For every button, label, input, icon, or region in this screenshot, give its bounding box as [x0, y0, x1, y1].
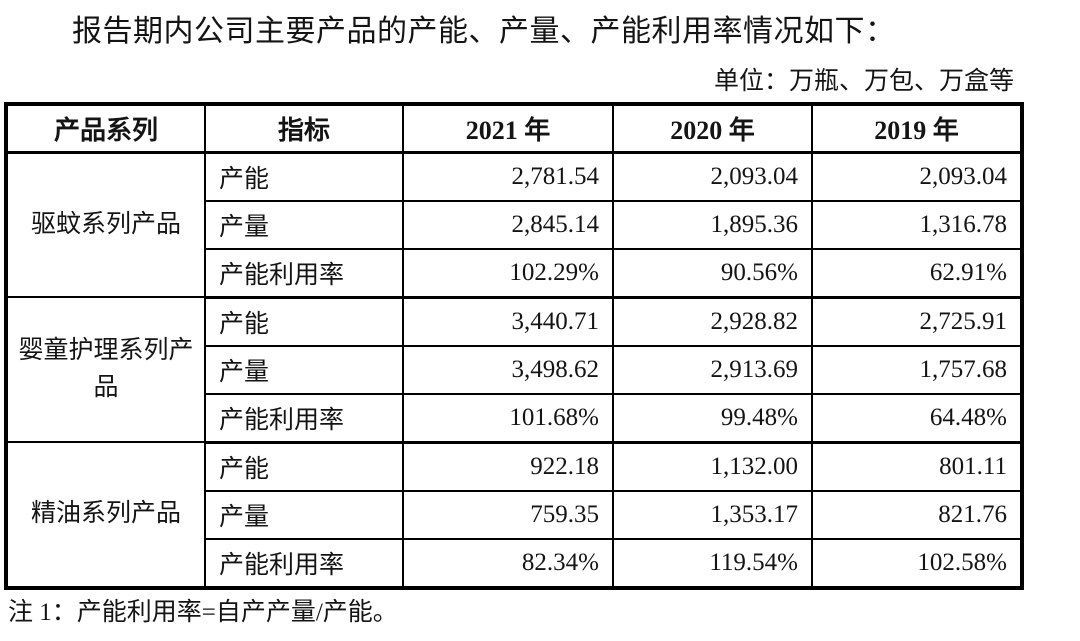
value-cell-2019: 2,093.04	[811, 151, 1023, 202]
indicator-cell: 产量	[204, 344, 404, 395]
table-row: 产能利用率 102.29% 90.56% 62.91%	[6, 247, 1023, 299]
col-header-2020: 2020 年	[612, 102, 813, 154]
value-cell-2019: 821.76	[811, 489, 1023, 540]
product-cell-mosquito-series: 驱蚊系列产品	[5, 151, 206, 298]
value-cell-2021: 82.34%	[402, 537, 614, 589]
value-cell-2021: 3,440.71	[402, 296, 614, 347]
col-header-2021: 2021 年	[402, 102, 614, 154]
col-header-product-series: 产品系列	[5, 102, 206, 154]
value-cell-2020: 119.54%	[612, 537, 813, 589]
value-cell-2019: 64.48%	[811, 392, 1023, 444]
table-row: 产量 3,498.62 2,913.69 1,757.68	[6, 344, 1023, 395]
table-row: 产能利用率 82.34% 119.54% 102.58%	[6, 537, 1023, 589]
value-cell-2021: 2,781.54	[402, 151, 614, 202]
table-row: 婴童护理系列产品 产能 3,440.71 2,928.82 2,725.91	[5, 296, 1023, 443]
value-cell-2020: 90.56%	[612, 247, 813, 299]
value-cell-2020: 1,132.00	[612, 441, 813, 492]
table-row: 精油系列产品 产能 922.18 1,132.00 801.11	[5, 441, 1023, 589]
value-cell-2020: 1,895.36	[612, 199, 813, 250]
value-cell-2019: 801.11	[811, 441, 1023, 492]
value-cell-2021: 2,845.14	[402, 199, 614, 250]
indicator-cell: 产能利用率	[204, 537, 404, 589]
indicator-cell: 产能利用率	[204, 392, 404, 444]
report-intro-text: 报告期内公司主要产品的产能、产量、产能利用率情况如下：	[72, 15, 896, 48]
indicator-cell: 产能	[204, 296, 404, 347]
col-header-indicator: 指标	[204, 102, 404, 154]
value-cell-2021: 922.18	[402, 441, 614, 492]
table-row: 驱蚊系列产品 产能 2,781.54 2,093.04 2,093.04	[5, 151, 1023, 298]
value-cell-2021: 101.68%	[402, 392, 614, 444]
value-cell-2021: 102.29%	[402, 247, 614, 299]
value-cell-2021: 3,498.62	[402, 344, 614, 395]
indicator-cell: 产量	[204, 489, 404, 540]
value-cell-2019: 1,757.68	[811, 344, 1023, 395]
indicator-cell: 产能	[204, 441, 404, 492]
value-cell-2019: 1,316.78	[811, 199, 1023, 250]
indicator-cell: 产能利用率	[204, 247, 404, 299]
value-cell-2020: 1,353.17	[612, 489, 813, 540]
indicator-cell: 产能	[204, 151, 404, 202]
value-cell-2021: 759.35	[402, 489, 614, 540]
value-cell-2019: 102.58%	[811, 537, 1023, 589]
capacity-table: 产品系列 指标 2021 年 2020 年 2019 年 驱蚊系列产品 产能 2…	[4, 101, 1024, 590]
footnote: 注 1：产能利用率=自产产量/产能。	[8, 598, 398, 626]
value-cell-2020: 2,913.69	[612, 344, 813, 395]
table-row: 产能利用率 101.68% 99.48% 64.48%	[6, 392, 1023, 444]
indicator-cell: 产量	[204, 199, 404, 250]
table-row: 产量 2,845.14 1,895.36 1,316.78	[6, 199, 1023, 250]
value-cell-2019: 62.91%	[811, 247, 1023, 299]
table-row: 产量 759.35 1,353.17 821.76	[6, 489, 1023, 540]
unit-label: 单位：万瓶、万包、万盒等	[713, 68, 1014, 95]
value-cell-2020: 99.48%	[612, 392, 813, 444]
value-cell-2020: 2,928.82	[612, 296, 813, 347]
value-cell-2020: 2,093.04	[612, 151, 813, 202]
value-cell-2019: 2,725.91	[811, 296, 1023, 347]
product-cell-essential-oil-series: 精油系列产品	[5, 441, 206, 589]
table-header-row: 产品系列 指标 2021 年 2020 年 2019 年	[5, 102, 1023, 154]
product-cell-babycare-series: 婴童护理系列产品	[5, 296, 206, 443]
col-header-2019: 2019 年	[811, 102, 1023, 154]
